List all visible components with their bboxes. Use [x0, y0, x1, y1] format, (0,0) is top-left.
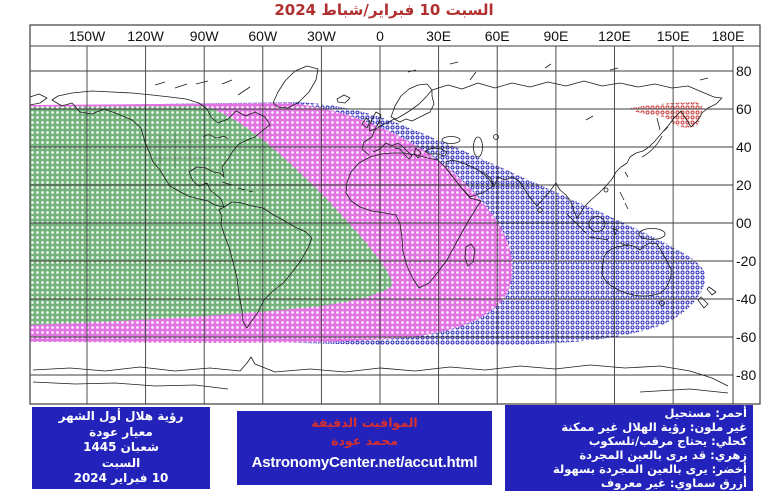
latitude-axis: 80 60 40 20 00 -20 -40 -60 -80 [736, 63, 756, 383]
lat-label: -60 [736, 329, 756, 345]
legend-line-uncolored: غير ملون: رؤية الهلال غير ممكنة [561, 419, 747, 434]
legend-line-pink: زهري: قد يرى بالعين المجردة [579, 447, 747, 462]
coastlines [30, 61, 729, 394]
lat-label: 40 [736, 139, 752, 155]
lon-label: 150E [657, 28, 690, 44]
lon-label: 30W [307, 28, 337, 44]
observation-line: 10 فبراير 2024 [73, 471, 169, 485]
longitude-axis: 150W 120W 90W 60W 30W 0 30E 60E 90E 120E… [69, 28, 745, 44]
lon-label: 120E [598, 28, 631, 44]
lat-label: -40 [736, 291, 756, 307]
observation-info-box: رؤية هلال أول الشهر معيار عودة شعبان 144… [32, 407, 210, 489]
observation-line: معيار عودة [89, 424, 153, 439]
lat-label: -80 [736, 367, 756, 383]
lat-label: 00 [736, 215, 752, 231]
lon-label: 90W [190, 28, 220, 44]
lon-label: 120W [127, 28, 164, 44]
lon-label: 0 [376, 28, 384, 44]
legend-line-red: أحمر: مستحيل [664, 406, 747, 420]
lon-label: 180E [712, 28, 745, 44]
zone-red-impossible [630, 102, 703, 128]
lat-label: 20 [736, 177, 752, 193]
credit-heading: المواقيت الدقيقة [311, 415, 418, 430]
page-title: السبت 10 فبراير/شباط 2024 [274, 1, 494, 19]
lat-label: -20 [736, 253, 756, 269]
credit-box: المواقيت الدقيقة محمد عودة AstronomyCent… [237, 411, 492, 485]
observation-line: السبت [101, 455, 141, 470]
observation-line: رؤية هلال أول الشهر [58, 409, 184, 423]
lon-label: 90E [543, 28, 568, 44]
legend-line-skyblue: أزرق سماوي: غير معروف [600, 475, 747, 490]
legend-box: أحمر: مستحيل غير ملون: رؤية الهلال غير م… [505, 405, 753, 491]
lat-label: 60 [736, 101, 752, 117]
lon-label: 30E [426, 28, 451, 44]
lon-label: 60E [485, 28, 510, 44]
website-url[interactable]: AstronomyCenter.net/accut.html [251, 454, 478, 471]
zone-green-easy [30, 106, 392, 325]
lat-label: 80 [736, 63, 752, 79]
credit-author: محمد عودة [331, 433, 398, 448]
lon-label: 150W [69, 28, 106, 44]
observation-line: شعبان 1445 [83, 440, 159, 454]
map-frame [29, 24, 761, 405]
visibility-zones [30, 102, 706, 346]
lon-label: 60W [248, 28, 278, 44]
legend-line-green: أخضر: يرى بالعين المجردة بسهولة [552, 461, 747, 476]
legend-line-navy: كحلي: يحتاج مرقب/تلسكوب [588, 433, 747, 448]
